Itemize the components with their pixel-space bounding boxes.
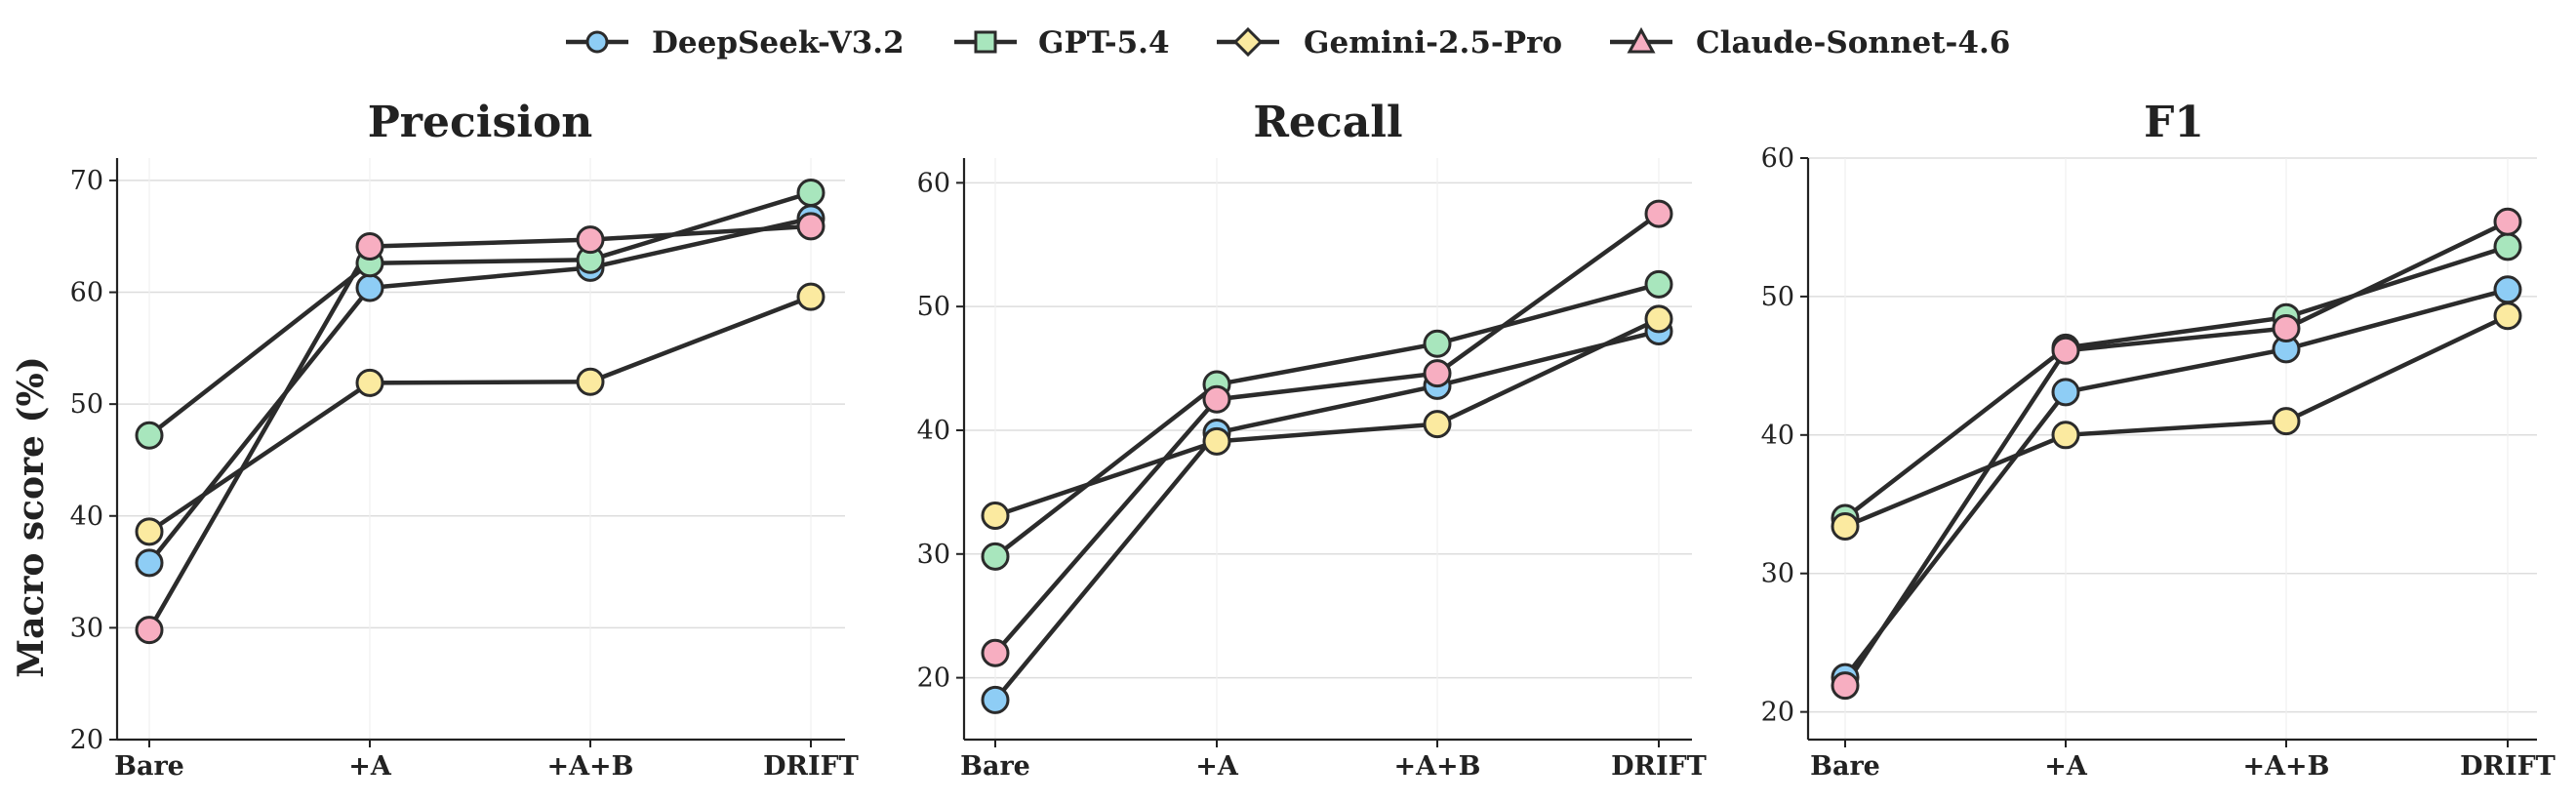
data-point-claude-sonnet-4-6 xyxy=(135,616,164,645)
x-tick-label: +A+B xyxy=(546,751,633,782)
legend-item-gpt-5-4: GPT-5.4 xyxy=(954,25,1170,60)
data-point-claude-sonnet-4-6 xyxy=(2493,207,2522,236)
series-line-claude-sonnet-4-6 xyxy=(1843,220,2509,687)
data-point-claude-sonnet-4-6 xyxy=(1202,384,1231,414)
legend-item-claude-sonnet-4-6: Claude-Sonnet-4.6 xyxy=(1610,25,2010,60)
data-point-gemini-2-5-pro xyxy=(135,517,164,546)
data-point-gemini-2-5-pro xyxy=(981,501,1010,530)
x-tick-label: +A+B xyxy=(1393,751,1480,782)
y-tick-label: 30 xyxy=(1761,559,1794,589)
panel-recall: Recall 20 30 40 50 60 Bare +A +A+B DRIFT xyxy=(917,98,1707,782)
legend-marker-diamond xyxy=(1232,26,1264,58)
y-tick-label: 40 xyxy=(917,416,950,446)
series-line-claude-sonnet-4-6 xyxy=(993,212,1661,655)
series-line-gpt-5-4 xyxy=(993,282,1660,559)
panel-title: F1 xyxy=(2144,98,2204,147)
y-tick-label: 20 xyxy=(1761,698,1794,728)
legend-marker-triangle xyxy=(1627,26,1656,54)
data-point-deepseek-v3-2 xyxy=(981,685,1010,714)
panel-title: Precision xyxy=(368,98,593,147)
y-tick-label: 40 xyxy=(1761,421,1794,451)
x-tick-label: +A xyxy=(2044,751,2088,782)
data-point-deepseek-v3-2 xyxy=(2051,378,2080,407)
y-tick-label: 30 xyxy=(917,540,950,570)
data-point-gemini-2-5-pro xyxy=(576,367,605,396)
legend-label: Gemini-2.5-Pro xyxy=(1304,25,1562,60)
y-tick-label: 40 xyxy=(70,502,103,532)
data-point-gemini-2-5-pro xyxy=(796,282,825,311)
series-line-deepseek-v3-2 xyxy=(147,216,812,565)
series-line-claude-sonnet-4-6 xyxy=(147,223,812,631)
series-line-gemini-2-5-pro xyxy=(1844,313,2509,529)
x-tick-label: Bare xyxy=(960,751,1030,782)
data-point-gemini-2-5-pro xyxy=(1202,426,1231,456)
legend-label: GPT-5.4 xyxy=(1038,25,1170,60)
y-tick-label: 50 xyxy=(70,389,103,420)
x-tick-label: DRIFT xyxy=(763,751,859,782)
legend-marker-circle xyxy=(585,30,609,54)
series-line-gpt-5-4 xyxy=(1843,244,2509,520)
data-point-gemini-2-5-pro xyxy=(355,368,384,397)
series-line-deepseek-v3-2 xyxy=(993,329,1660,702)
x-tick-label: Bare xyxy=(114,751,184,782)
data-point-deepseek-v3-2 xyxy=(2493,275,2522,304)
x-tick-label: +A xyxy=(1195,751,1239,782)
panel-title: Recall xyxy=(1253,98,1402,147)
data-point-claude-sonnet-4-6 xyxy=(1644,199,1673,228)
data-point-claude-sonnet-4-6 xyxy=(576,225,605,255)
data-point-deepseek-v3-2 xyxy=(355,273,384,302)
legend-item-deepseek-v3-2: DeepSeek-V3.2 xyxy=(566,25,905,60)
panel-precision: Precision 20 30 40 50 60 70 Bare +A +A+B DRIFT xyxy=(70,98,859,782)
y-tick-label: 50 xyxy=(1761,282,1794,312)
data-point-claude-sonnet-4-6 xyxy=(1831,671,1860,701)
data-point-gpt-5-4 xyxy=(981,542,1010,571)
data-point-claude-sonnet-4-6 xyxy=(1423,359,1452,388)
x-tick-label: +A xyxy=(348,751,392,782)
series-line-deepseek-v3-2 xyxy=(1843,287,2509,679)
legend-label: Claude-Sonnet-4.6 xyxy=(1696,25,2010,60)
y-tick-label: 60 xyxy=(917,168,950,198)
data-point-gpt-5-4 xyxy=(135,421,164,450)
series-line-gemini-2-5-pro xyxy=(147,295,812,534)
y-tick-label: 20 xyxy=(917,663,950,694)
data-point-claude-sonnet-4-6 xyxy=(981,638,1010,667)
series-line-gpt-5-4 xyxy=(147,190,812,438)
data-point-gpt-5-4 xyxy=(1423,329,1452,358)
y-tick-label: 70 xyxy=(70,166,103,196)
y-tick-label: 50 xyxy=(917,292,950,322)
x-tick-label: +A+B xyxy=(2242,751,2329,782)
legend: DeepSeek-V3.2 GPT-5.4 Gemini-2.5-Pro Claude… xyxy=(566,25,2010,60)
data-point-gpt-5-4 xyxy=(2493,232,2522,261)
data-point-claude-sonnet-4-6 xyxy=(796,212,825,241)
data-point-claude-sonnet-4-6 xyxy=(2051,336,2080,365)
x-tick-label: DRIFT xyxy=(2460,751,2556,782)
data-point-gpt-5-4 xyxy=(1644,269,1673,299)
x-tick-label: Bare xyxy=(1810,751,1880,782)
series-line-gemini-2-5-pro xyxy=(994,316,1660,518)
data-point-gemini-2-5-pro xyxy=(1423,410,1452,439)
data-point-claude-sonnet-4-6 xyxy=(2272,314,2301,343)
y-axis-label: Macro score (%) xyxy=(11,356,52,677)
x-tick-label: DRIFT xyxy=(1611,751,1707,782)
y-tick-label: 20 xyxy=(70,725,103,755)
y-tick-label: 60 xyxy=(1761,143,1794,174)
data-point-deepseek-v3-2 xyxy=(135,548,164,578)
data-point-gemini-2-5-pro xyxy=(2493,302,2522,331)
data-point-gemini-2-5-pro xyxy=(2272,407,2301,436)
data-point-gemini-2-5-pro xyxy=(2051,421,2080,450)
data-point-claude-sonnet-4-6 xyxy=(355,232,384,261)
legend-marker-square xyxy=(974,30,997,54)
y-tick-label: 30 xyxy=(70,613,103,643)
data-point-gemini-2-5-pro xyxy=(1644,304,1673,334)
y-tick-label: 60 xyxy=(70,278,103,308)
legend-label: DeepSeek-V3.2 xyxy=(652,25,905,60)
data-point-gemini-2-5-pro xyxy=(1831,511,1860,541)
data-point-gpt-5-4 xyxy=(796,179,825,208)
legend-item-gemini-2-5-pro: Gemini-2.5-Pro xyxy=(1217,25,1562,60)
panel-f1: F1 20 30 40 50 60 Bare +A +A+B DRIFT xyxy=(1761,98,2556,782)
